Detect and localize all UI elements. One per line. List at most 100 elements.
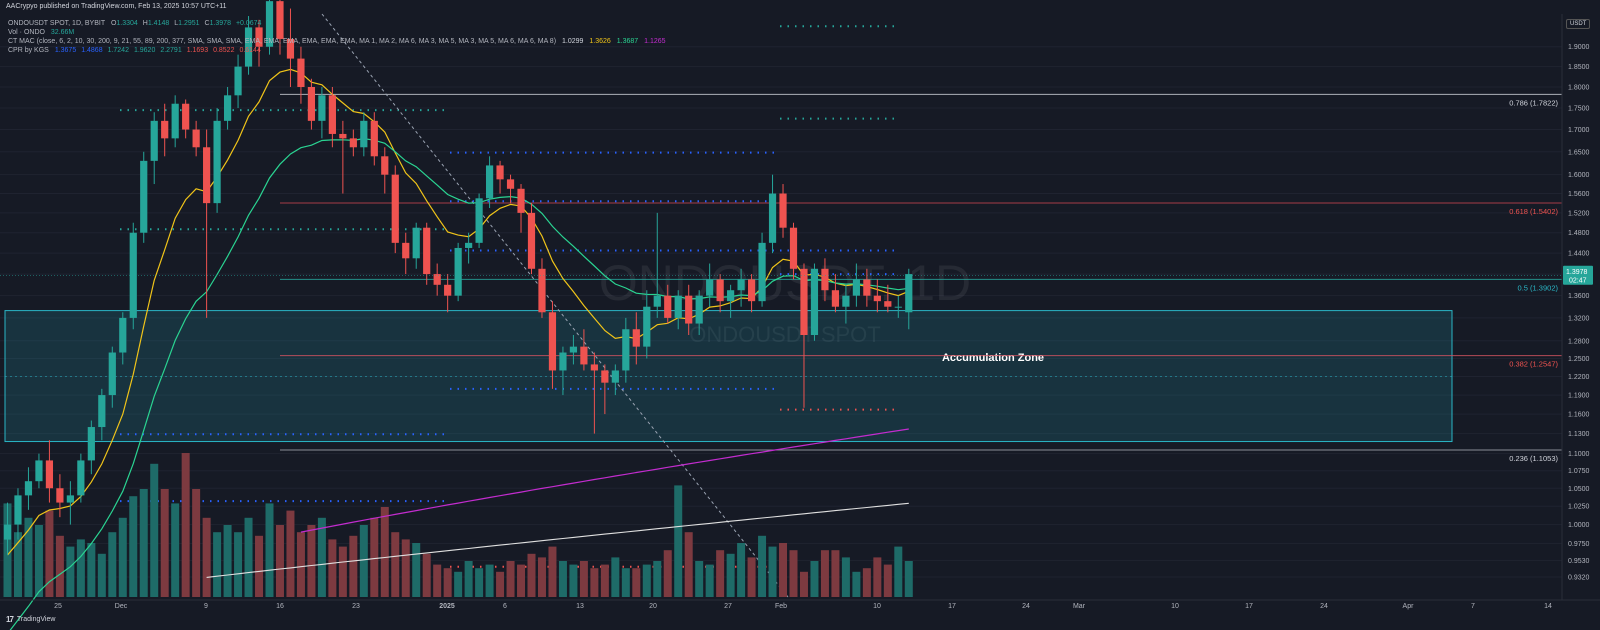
price-tick-label: 1.0500 <box>1568 486 1590 493</box>
candle-body <box>140 160 148 233</box>
ma377-line <box>206 502 909 578</box>
candle-body <box>842 295 850 307</box>
time-tick-label: 7 <box>1471 603 1475 610</box>
candle-body <box>601 370 609 383</box>
volume-bar <box>799 571 808 597</box>
price-tick-label: 1.5600 <box>1568 191 1590 198</box>
volume-legend[interactable]: Vol · ONDO 32.66M <box>8 28 74 37</box>
cpr-value-6: 1.1693 <box>186 47 209 54</box>
volume-bar <box>558 561 567 597</box>
cpr-value-2: 1.4868 <box>81 47 103 54</box>
descending-trendline[interactable] <box>321 13 789 598</box>
candle-body <box>119 317 127 353</box>
volume-bar <box>359 525 368 597</box>
candle-body <box>548 312 557 371</box>
time-axis[interactable]: 25 Dec 9 16 23 2025 6 13 20 27 Feb 10 17 24 Mar 10 17 24 A… <box>0 600 1552 610</box>
price-tick-label: 0.9530 <box>1568 558 1590 565</box>
volume-bar <box>789 550 798 597</box>
accumulation-zone-label: Accumulation Zone <box>942 352 1044 364</box>
volume-bar <box>705 564 714 597</box>
volume-bar <box>642 564 651 597</box>
cpr-value-7: 0.8522 <box>213 47 235 54</box>
symbol-title: ONDOUSDT SPOT, 1D, BYBIT <box>8 20 105 27</box>
volume-bar <box>611 557 620 597</box>
volume-bar <box>443 568 452 597</box>
volume-bar <box>328 539 337 597</box>
time-tick-label: 2025 <box>439 603 455 610</box>
volume-bar <box>213 532 222 597</box>
volume-bar <box>286 510 295 597</box>
candle-body <box>77 460 85 496</box>
volume-bar <box>45 510 54 597</box>
candle-body <box>611 370 619 383</box>
symbol-legend[interactable]: ONDOUSDT SPOT, 1D, BYBIT O1.3304 H1.4148… <box>8 19 261 28</box>
volume-bar <box>779 543 788 597</box>
cpr-value-4: 1.9620 <box>133 47 156 54</box>
ohlc-low: L1.2951 <box>174 20 200 27</box>
volume-bar <box>590 568 599 597</box>
candle-body <box>161 120 169 139</box>
candle-body <box>737 279 745 291</box>
time-tick-label: Apr <box>1403 603 1415 610</box>
fib-level-label: 0.236 (1.1053) <box>1509 454 1558 463</box>
macd-legend[interactable]: CT MAC (close, 6, 2, 10, 30, 200, 9, 21,… <box>8 37 666 46</box>
tradingview-branding[interactable]: 17 TradingView <box>6 615 55 624</box>
time-tick-label: 17 <box>948 603 956 610</box>
accumulation-zone[interactable] <box>4 310 1453 443</box>
candle-body <box>87 427 95 461</box>
candle-body <box>203 147 211 204</box>
price-tick-label: 1.1900 <box>1568 393 1590 400</box>
candle-body <box>255 27 263 47</box>
volume-bar <box>695 561 704 597</box>
price-tick-label: 1.1600 <box>1568 412 1590 419</box>
volume-bar <box>129 496 138 597</box>
candle-body <box>768 193 777 243</box>
volume-bar <box>569 564 578 597</box>
ohlc-close: C1.3978 <box>204 20 231 27</box>
candle-body <box>727 290 735 302</box>
candle-body <box>412 227 420 259</box>
volume-bar <box>747 557 756 597</box>
cpr-legend[interactable]: CPR by KGS 1.3675 1.4868 1.7242 1.9620 2… <box>8 46 261 55</box>
candle-body <box>339 133 347 139</box>
candle-body <box>14 495 22 525</box>
candle-body <box>821 268 829 291</box>
candle-body <box>370 120 378 157</box>
time-tick-label: 17 <box>1245 603 1253 610</box>
time-tick-label: 20 <box>649 603 657 610</box>
candle-body <box>506 179 515 189</box>
volume-bar <box>87 543 96 597</box>
volume-bar <box>255 535 264 597</box>
volume-bar <box>726 553 735 597</box>
candle-body <box>276 1 284 39</box>
candle-body <box>3 524 12 540</box>
published-by: AACrypyo published on TradingView.com, F… <box>6 3 227 10</box>
tradingview-wordmark: TradingView <box>16 616 56 623</box>
volume-bar <box>883 564 892 597</box>
candle-body <box>517 188 525 213</box>
volume-bar <box>76 539 85 597</box>
price-tick-label: 1.6500 <box>1568 149 1590 156</box>
macd-value-4: 1.1265 <box>644 38 666 45</box>
volume-bar <box>454 571 463 597</box>
currency-badge[interactable]: USDT <box>1566 19 1591 29</box>
volume-bar <box>674 485 683 597</box>
volume-bar <box>391 532 400 597</box>
candle-body <box>265 1 274 47</box>
candle-body <box>465 242 473 248</box>
volume-bar <box>852 571 861 597</box>
candle-body <box>884 301 892 307</box>
price-tick-label: 1.4800 <box>1568 230 1590 237</box>
ohlc-open: O1.3304 <box>110 20 138 27</box>
volume-bar <box>537 557 546 597</box>
candle-body <box>56 488 64 503</box>
candle-body <box>863 279 871 296</box>
candle-body <box>831 290 840 307</box>
volume-bar <box>496 571 505 597</box>
price-tick-label: 1.2500 <box>1568 356 1590 363</box>
volume-bar <box>97 553 106 597</box>
volume-bar <box>894 546 903 597</box>
fib-level-label: 0.382 (1.2547) <box>1509 360 1558 369</box>
watermark-subtitle: ONDOUSDT SPOT <box>689 322 881 347</box>
